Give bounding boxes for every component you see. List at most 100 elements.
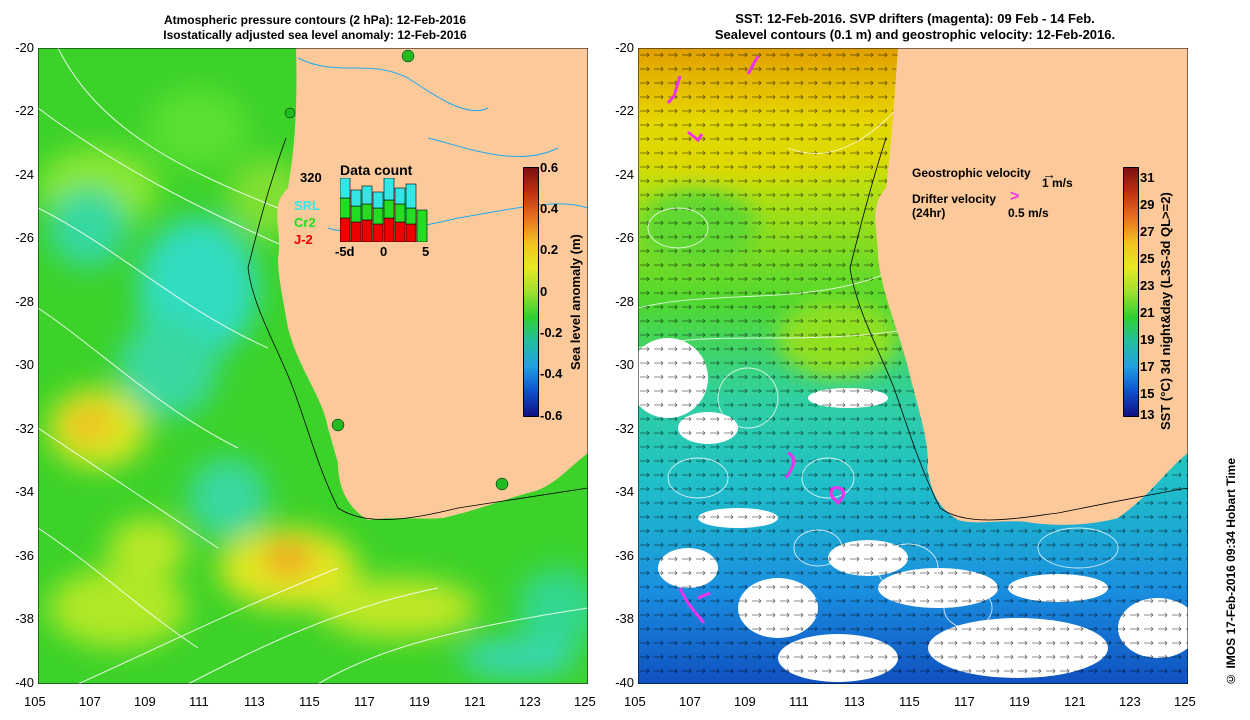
left-y-tick: -24	[15, 167, 34, 182]
geo-velocity-scale: 1 m/s	[1042, 176, 1073, 190]
right-colorbar-ticks: 31 29 27 25 23 21 19 17 15 13	[1140, 170, 1164, 422]
right-y-tick: -28	[615, 294, 634, 309]
left-x-tick: 123	[519, 694, 541, 709]
left-title-line2: Isostatically adjusted sea level anomaly…	[163, 28, 467, 42]
right-x-tick: 113	[844, 694, 865, 709]
right-x-tick: 121	[1064, 694, 1086, 709]
left-map	[38, 48, 588, 684]
right-x-tick: 125	[1174, 694, 1196, 709]
velocity-legend: Geostrophic velocity → 1 m/s Drifter vel…	[912, 166, 1122, 226]
left-title: Atmospheric pressure contours (2 hPa): 1…	[40, 13, 590, 43]
inset-x-tick-neg5: -5d	[335, 244, 355, 259]
left-x-tick: 111	[189, 694, 209, 709]
left-title-line1: Atmospheric pressure contours (2 hPa): 1…	[163, 13, 467, 27]
right-y-tick: -38	[615, 611, 634, 626]
right-y-tick: -22	[615, 103, 634, 118]
right-title-line2: Sealevel contours (0.1 m) and geostrophi…	[714, 27, 1116, 42]
right-x-tick: 111	[789, 694, 809, 709]
right-x-tick: 119	[1009, 694, 1030, 709]
right-cb-tick-8: 15	[1140, 386, 1155, 401]
right-y-tick: -32	[615, 421, 634, 436]
australia-land-sst	[875, 48, 1188, 525]
inset-title: Data count	[340, 162, 413, 178]
left-x-tick: 121	[464, 694, 486, 709]
left-cb-tick-0: 0.6	[540, 160, 559, 175]
left-x-tick: 117	[354, 694, 375, 709]
inset-bars	[340, 178, 428, 242]
left-cb-tick-1: 0.4	[540, 201, 559, 216]
left-cb-tick-4: -0.2	[540, 325, 563, 340]
left-x-tick: 105	[24, 694, 46, 709]
right-title: SST: 12-Feb-2016. SVP drifters (magenta)…	[640, 11, 1190, 43]
right-x-tick: 117	[954, 694, 975, 709]
left-x-tick: 109	[134, 694, 156, 709]
right-cb-tick-3: 25	[1140, 251, 1155, 266]
right-cb-tick-9: 13	[1140, 407, 1155, 422]
right-map	[638, 48, 1188, 684]
right-cb-tick-5: 21	[1140, 305, 1155, 320]
left-y-tick: -28	[15, 294, 34, 309]
right-y-tick: -36	[615, 548, 634, 563]
right-y-tick: -20	[615, 40, 634, 55]
right-x-axis: 105 107 109 111 113 115 117 119 121 123 …	[624, 694, 1210, 714]
right-cb-tick-1: 29	[1140, 197, 1155, 212]
right-x-tick: 105	[624, 694, 646, 709]
right-y-tick: -34	[615, 484, 634, 499]
left-x-axis: 105 107 109 111 113 115 117 119 121 123 …	[24, 694, 604, 714]
right-x-tick: 109	[734, 694, 756, 709]
right-cb-tick-2: 27	[1140, 224, 1155, 239]
left-y-tick: -20	[15, 40, 34, 55]
right-y-tick: -30	[615, 357, 634, 372]
left-colorbar-ticks: 0.6 0.4 0.2 0 -0.2 -0.4 -0.6	[540, 160, 576, 423]
right-colorbar	[1123, 167, 1139, 417]
right-x-tick: 107	[679, 694, 701, 709]
inset-legend-j2: J-2	[294, 232, 313, 247]
left-x-tick: 113	[244, 694, 265, 709]
inset-x-tick-0: 0	[380, 244, 388, 259]
inset-legend-cr2: Cr2	[294, 215, 316, 230]
right-y-tick: -26	[615, 230, 634, 245]
left-y-tick: -32	[15, 421, 34, 436]
left-y-tick: -40	[15, 675, 34, 690]
right-x-tick: 123	[1119, 694, 1141, 709]
right-cb-tick-7: 17	[1140, 359, 1155, 374]
left-x-tick: 107	[79, 694, 101, 709]
left-y-tick: -36	[15, 548, 34, 563]
left-cb-tick-2: 0.2	[540, 242, 559, 257]
geo-velocity-label: Geostrophic velocity	[912, 166, 1031, 180]
data-count-inset: 320 Data count SRL Cr2 J-2 -5d 0 5	[280, 160, 440, 270]
inset-legend-srl: SRL	[294, 198, 320, 213]
left-x-tick: 119	[409, 694, 430, 709]
right-y-axis: -20 -22 -24 -26 -28 -30 -32 -34 -36 -38 …	[598, 40, 636, 700]
right-cb-tick-0: 31	[1140, 170, 1155, 185]
inset-max-count: 320	[300, 170, 322, 185]
right-y-tick: -40	[615, 675, 634, 690]
left-y-tick: -30	[15, 357, 34, 372]
right-x-tick: 115	[899, 694, 920, 709]
right-cb-tick-6: 19	[1140, 332, 1155, 347]
left-y-tick: -26	[15, 230, 34, 245]
right-cb-tick-4: 23	[1140, 278, 1155, 293]
geo-arrow-icon: →	[1042, 166, 1056, 182]
right-title-line1: SST: 12-Feb-2016. SVP drifters (magenta)…	[735, 11, 1095, 26]
inset-x-tick-5: 5	[422, 244, 430, 259]
drifter-velocity-label: Drifter velocity	[912, 192, 997, 206]
left-x-tick: 125	[574, 694, 596, 709]
left-y-tick: -34	[15, 484, 34, 499]
left-cb-tick-3: 0	[540, 284, 548, 299]
drifter-arrow-icon: >	[1010, 188, 1020, 205]
left-colorbar	[523, 167, 539, 417]
imos-credit: © IMOS 17-Feb-2016 09:34 Hobart Time	[1224, 458, 1238, 686]
left-cb-tick-6: -0.6	[540, 408, 563, 423]
left-y-axis: -20 -22 -24 -26 -28 -30 -32 -34 -36 -38 …	[0, 40, 36, 700]
left-colorbar-label: Sea level anomaly (m)	[568, 234, 583, 370]
right-colorbar-label: SST (°C) 3d night&day (L3S-3d QL>=2)	[1158, 192, 1173, 430]
left-y-tick: -38	[15, 611, 34, 626]
left-y-tick: -22	[15, 103, 34, 118]
drifter-velocity-sub: (24hr)	[912, 206, 946, 220]
drifter-velocity-scale: 0.5 m/s	[1008, 206, 1049, 220]
left-x-tick: 115	[299, 694, 320, 709]
left-cb-tick-5: -0.4	[540, 366, 563, 381]
australia-land	[277, 48, 588, 520]
right-y-tick: -24	[615, 167, 634, 182]
